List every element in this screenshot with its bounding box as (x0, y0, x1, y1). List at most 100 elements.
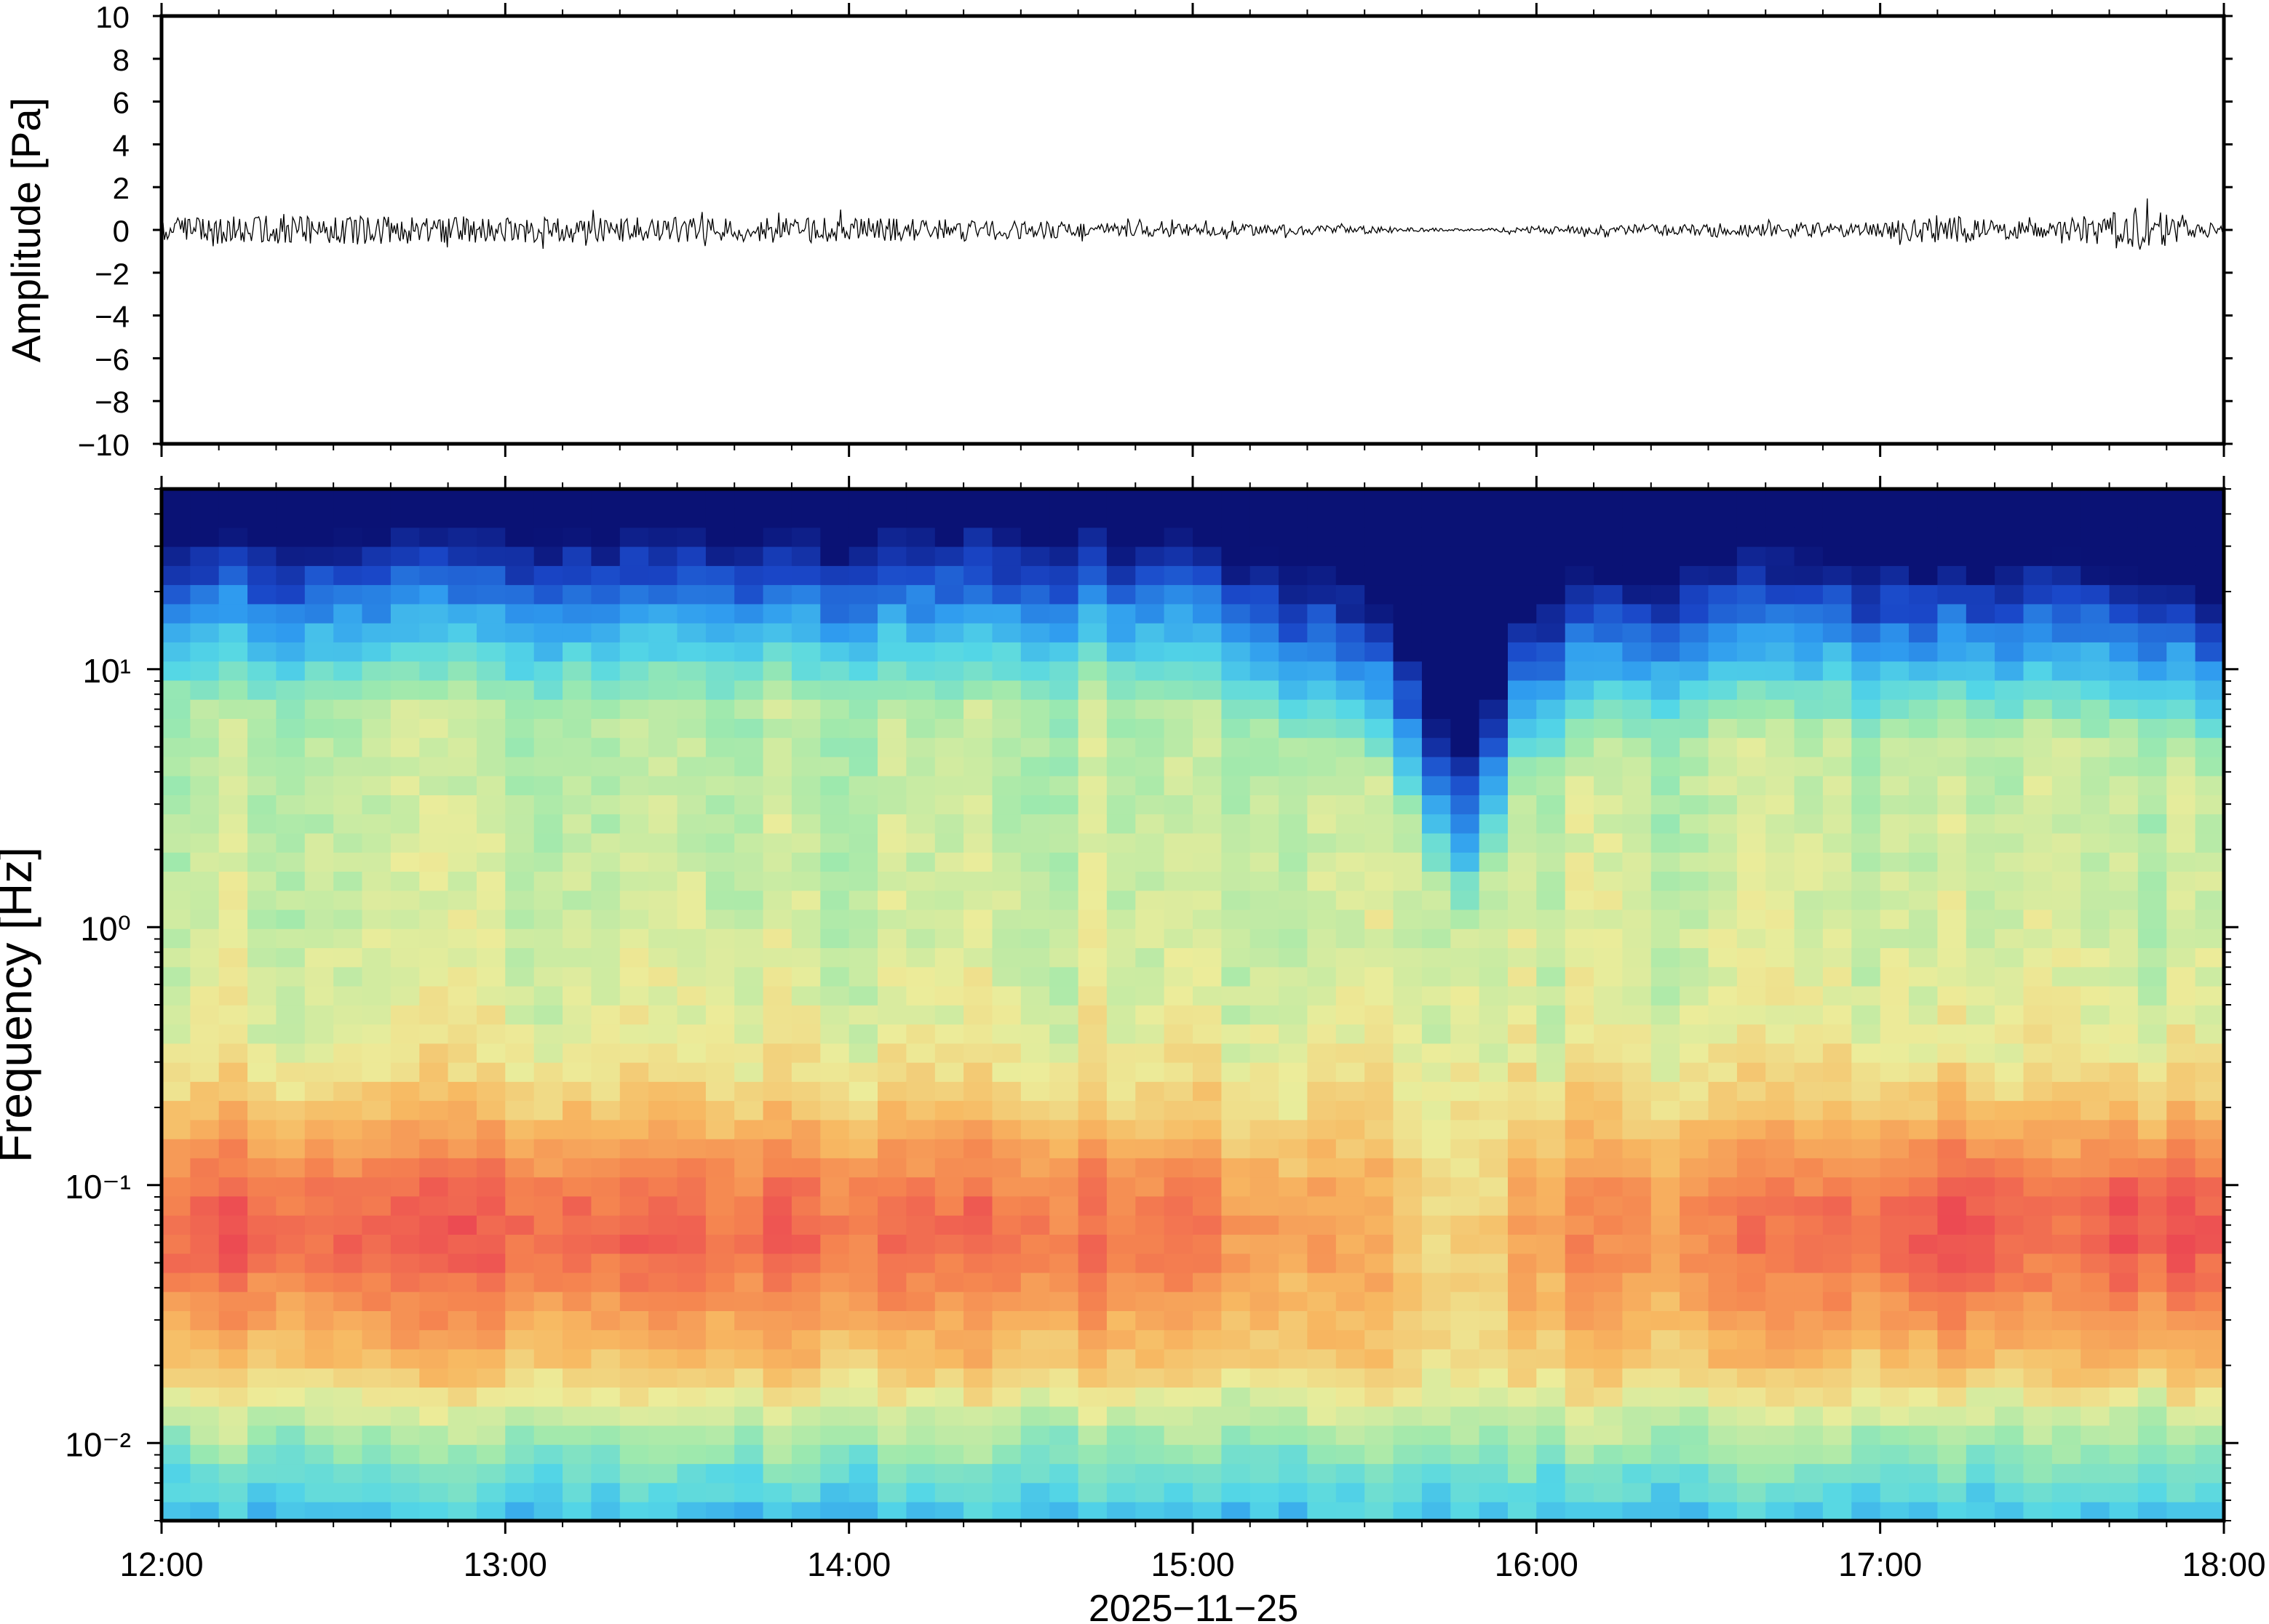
spectrogram-cell (2166, 947, 2196, 968)
spectrogram-cell (1794, 1253, 1824, 1273)
spectrogram-cell (1335, 985, 1365, 1006)
spectrogram-cell (276, 1081, 306, 1102)
spectrogram-cell (448, 1367, 477, 1388)
spectrogram-cell (1249, 718, 1279, 739)
spectrogram-cell (276, 1444, 306, 1465)
spectrogram-cell (390, 1463, 421, 1484)
spectrogram-cell (705, 756, 736, 776)
spectrogram-cell (648, 489, 678, 509)
spectrogram-cell (2109, 603, 2139, 624)
spectrogram-cell (1536, 1177, 1566, 1197)
spectrogram-cell (1249, 527, 1279, 547)
spectrogram-cell (247, 871, 277, 891)
spectrogram-cell (591, 1043, 621, 1063)
spectrogram-cell (2023, 546, 2053, 566)
spectrogram-cell (448, 1291, 477, 1311)
spectrogram-cell (1736, 813, 1767, 834)
spectrogram-cell (1508, 928, 1538, 949)
spectrogram-cell (218, 966, 248, 987)
spectrogram-cell (1937, 1119, 1967, 1139)
spectrogram-cell (1135, 1253, 1165, 1273)
spectrogram-cell (419, 489, 449, 509)
spectrogram-cell (1393, 1291, 1423, 1311)
spectrogram-cell (477, 1005, 506, 1025)
spectrogram-cell (390, 795, 421, 815)
spectrogram-cell (1622, 795, 1652, 815)
spectrogram-cell (419, 1463, 449, 1484)
spectrogram-cell (2195, 1195, 2225, 1216)
spectrogram-cell (190, 1291, 220, 1311)
spectrogram-cell (1765, 1024, 1795, 1044)
spectrogram-cell (1335, 1138, 1365, 1158)
spectrogram-cell (1078, 1272, 1108, 1292)
spectrogram-cell (849, 622, 878, 642)
spectrogram-cell (1421, 1062, 1452, 1082)
spectrogram-cell (2166, 718, 2196, 739)
spectrogram-cell (1479, 928, 1509, 949)
spectrogram-cell (1622, 1329, 1652, 1350)
spectrogram-cell (1650, 680, 1680, 700)
spectrogram-cell (791, 909, 822, 929)
spectrogram-cell (1193, 1482, 1223, 1502)
spectrogram-cell (1851, 1158, 1881, 1178)
spectrogram-cell (1966, 1482, 1995, 1502)
spectrogram-cell (2109, 832, 2139, 853)
spectrogram-cell (1650, 1100, 1680, 1121)
spectrogram-cell (218, 795, 248, 815)
spectrogram-cell (849, 508, 878, 528)
spectrogram-cell (619, 737, 649, 757)
spectrogram-cell (477, 489, 506, 509)
spectrogram-cell (563, 642, 592, 662)
spectrogram-cell (1364, 661, 1394, 681)
spectrogram-cell (1421, 756, 1452, 776)
spectrogram-cell (2023, 508, 2053, 528)
spectrogram-cell (763, 1119, 792, 1139)
spectrogram-cell (1193, 1425, 1223, 1445)
spectrogram-cell (1937, 985, 1967, 1006)
spectrogram-cell (2051, 1463, 2081, 1484)
spectrogram-cell (1249, 890, 1279, 910)
spectrogram-cell (791, 718, 822, 739)
spectrogram-cell (190, 1005, 220, 1025)
spectrogram-cell (276, 756, 306, 776)
spectrogram-cell (820, 565, 850, 586)
spectrogram-cell (1364, 1272, 1394, 1292)
spectrogram-cell (1995, 1024, 2024, 1044)
spectrogram-cell (1279, 1062, 1308, 1082)
spectrogram-cell (791, 1024, 822, 1044)
spectrogram-cell (1135, 909, 1165, 929)
spectrogram-cell (1078, 985, 1108, 1006)
spectrogram-cell (2137, 1482, 2168, 1502)
spectrogram-cell (162, 642, 191, 662)
spectrogram-cell (1135, 890, 1165, 910)
spectrogram-cell (1880, 584, 1910, 605)
spectrogram-cell (1335, 1425, 1365, 1445)
spectrogram-cell (591, 1214, 621, 1235)
spectrogram-cell (1909, 1214, 1939, 1235)
spectrogram-cell (1049, 527, 1079, 547)
spectrogram-cell (1851, 1310, 1881, 1331)
spectrogram-cell (1450, 565, 1480, 586)
spectrogram-cell (906, 1387, 936, 1407)
spectrogram-cell (1536, 1310, 1566, 1331)
spectrogram-cell (1909, 565, 1939, 586)
spectrogram-cell (705, 1043, 736, 1063)
spectrogram-cell (934, 1119, 964, 1139)
spectrogram-cell (1049, 1177, 1079, 1197)
spectrogram-cell (563, 1138, 592, 1158)
spectrogram-cell (1479, 1195, 1509, 1216)
spectrogram-cell (1937, 1425, 1967, 1445)
spectrogram-cell (1909, 1100, 1939, 1121)
spectrogram-cell (1193, 1081, 1223, 1102)
spectrogram-cell (1279, 1425, 1308, 1445)
spectrogram-cell (390, 1119, 421, 1139)
spectrogram-cell (1508, 1482, 1538, 1502)
spectrogram-cell (820, 851, 850, 872)
spectrogram-cell (934, 1253, 964, 1273)
spectrogram-cell (1995, 584, 2024, 605)
spectrogram-cell (648, 584, 678, 605)
spectrogram-cell (1279, 985, 1308, 1006)
spectrogram-cell (1822, 1253, 1853, 1273)
spectrogram-cell (1020, 698, 1050, 719)
spectrogram-cell (705, 871, 736, 891)
